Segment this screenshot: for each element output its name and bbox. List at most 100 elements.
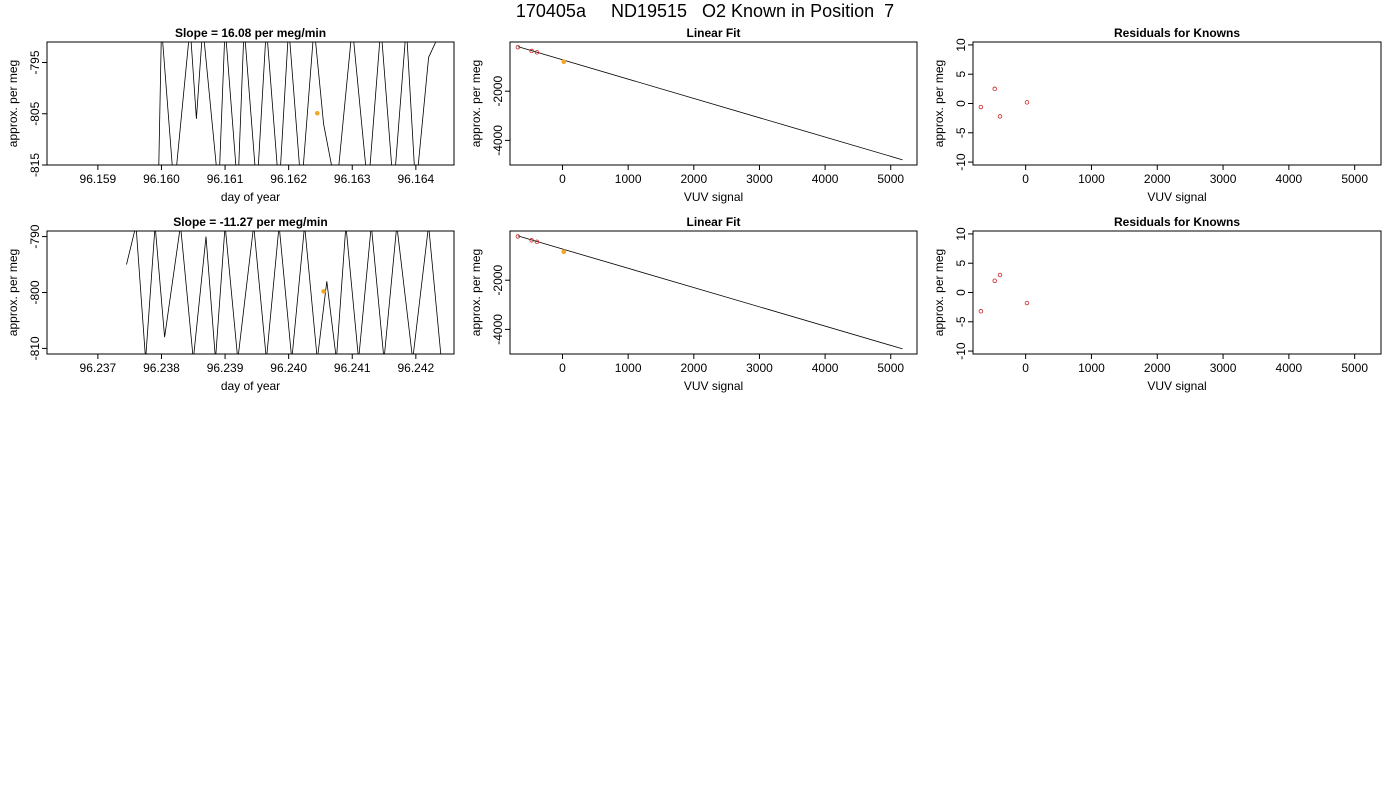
data-point (515, 234, 521, 239)
y-tick-label: 10 (954, 227, 968, 241)
y-tick-label: -815 (28, 153, 42, 177)
chart-panel-1: Slope = 16.08 per meg/min 96.159 96.160 96.… (6, 26, 455, 204)
x-tick-label: 2000 (1144, 361, 1171, 375)
x-tick-label: 3000 (746, 172, 773, 186)
plot-frame (509, 41, 918, 166)
y-axis-label: approx. per meg (6, 60, 20, 147)
y-tick-label: -790 (28, 224, 42, 248)
x-tick-label: 5000 (877, 361, 904, 375)
x-tick-label: 1000 (615, 361, 642, 375)
series-line (126, 231, 442, 354)
x-tick-label: 3000 (746, 361, 773, 375)
x-tick-label: 1000 (1078, 172, 1105, 186)
data-layer (978, 86, 1030, 119)
y-axis: -4000 -2000 (491, 76, 510, 156)
x-tick-label: 4000 (812, 172, 839, 186)
data-point (1024, 300, 1030, 306)
x-axis: 96.159 96.160 96.161 96.162 96.163 96.164 (80, 164, 435, 186)
y-tick-label: -2000 (491, 76, 505, 107)
plot-frame (972, 41, 1382, 166)
data-point (1024, 100, 1030, 105)
y-tick-label: -10 (954, 153, 968, 171)
x-axis: 0 1000 2000 3000 4000 5000 (1022, 353, 1368, 375)
y-tick-label: -795 (28, 50, 42, 74)
y-axis: -815 -805 -795 (28, 50, 47, 177)
data-point (529, 48, 534, 54)
plot-title: Slope = -11.27 per meg/min (173, 215, 327, 229)
fit-line (517, 235, 903, 350)
x-tick-label: 3000 (1210, 172, 1237, 186)
data-point (978, 104, 984, 110)
x-tick-label: 4000 (1276, 361, 1303, 375)
y-tick-label: -4000 (491, 125, 505, 156)
x-tick-label: 0 (559, 361, 566, 375)
x-tick-label: 96.238 (143, 361, 180, 375)
data-layer (126, 231, 442, 354)
y-axis-label: approx. per meg (932, 249, 946, 336)
y-axis-label: approx. per meg (469, 60, 483, 147)
data-layer (515, 44, 903, 161)
x-axis: 0 1000 2000 3000 4000 5000 (1022, 164, 1368, 186)
x-axis-label: VUV signal (684, 190, 743, 204)
data-point (997, 114, 1003, 119)
data-point (992, 86, 997, 92)
x-tick-label: 96.240 (270, 361, 307, 375)
highlight-point (561, 59, 567, 64)
fit-line (517, 46, 903, 161)
y-axis-label: approx. per meg (469, 249, 483, 336)
x-tick-label: 1000 (1078, 361, 1105, 375)
highlight-point (314, 110, 320, 116)
x-tick-label: 96.242 (397, 361, 434, 375)
data-point (529, 238, 534, 243)
x-axis-label: day of year (221, 190, 280, 204)
y-axis: -10 -5 0 5 10 (954, 38, 973, 171)
y-tick-label: -2000 (491, 265, 505, 296)
plot-title: Linear Fit (686, 215, 740, 229)
x-tick-label: 5000 (1341, 172, 1368, 186)
data-layer (978, 272, 1030, 314)
x-tick-label: 2000 (680, 172, 707, 186)
y-tick-label: 0 (954, 100, 968, 107)
x-tick-label: 5000 (1341, 361, 1368, 375)
x-axis: 0 1000 2000 3000 4000 5000 (559, 164, 904, 186)
highlight-point (561, 249, 567, 254)
x-tick-label: 2000 (1144, 172, 1171, 186)
data-point (992, 278, 997, 283)
y-tick-label: -800 (28, 280, 42, 304)
y-axis-label: approx. per meg (6, 249, 20, 336)
x-axis-label: VUV signal (1147, 190, 1206, 204)
y-tick-label: -5 (954, 316, 968, 327)
data-point (534, 50, 540, 55)
y-axis: -810 -800 -790 (28, 224, 47, 360)
x-axis-label: day of year (221, 379, 280, 393)
y-tick-label: -4000 (491, 314, 505, 345)
x-tick-label: 0 (1022, 172, 1029, 186)
chart-panel-5: Linear Fit 0 1000 2000 3000 4000 5000 VUV signa… (469, 215, 918, 393)
figure-title: 170405a ND19515 O2 Known in Position 7 (515, 1, 895, 21)
data-point (978, 309, 984, 314)
x-tick-label: 96.159 (80, 172, 117, 186)
x-tick-label: 96.164 (397, 172, 434, 186)
plot-title: Residuals for Knowns (1114, 26, 1240, 40)
x-tick-label: 1000 (615, 172, 642, 186)
plot-frame (972, 230, 1382, 355)
x-axis: 96.237 96.238 96.239 96.240 96.241 96.242 (80, 353, 435, 375)
x-tick-label: 96.241 (334, 361, 371, 375)
y-tick-label: -10 (954, 342, 968, 360)
y-tick-label: 10 (954, 38, 968, 52)
plot-title: Linear Fit (686, 26, 740, 40)
x-tick-label: 96.161 (207, 172, 244, 186)
plot-title: Slope = 16.08 per meg/min (175, 26, 326, 40)
x-tick-label: 96.237 (80, 361, 117, 375)
data-layer (158, 42, 437, 165)
y-axis: -10 -5 0 5 10 (954, 227, 973, 360)
x-axis: 0 1000 2000 3000 4000 5000 (559, 353, 904, 375)
y-tick-label: -5 (954, 127, 968, 138)
y-tick-label: -810 (28, 336, 42, 360)
plot-title: Residuals for Knowns (1114, 215, 1240, 229)
y-axis: -4000 -2000 (491, 265, 510, 345)
x-tick-label: 4000 (812, 361, 839, 375)
